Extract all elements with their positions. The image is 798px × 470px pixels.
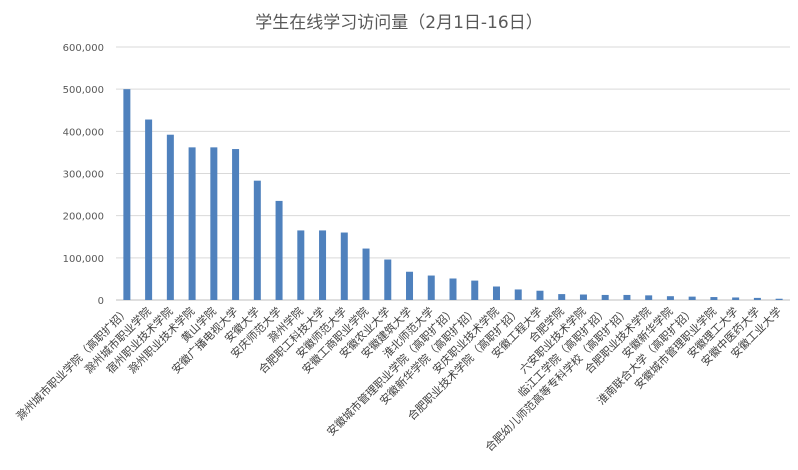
bar: [579, 294, 587, 300]
bar: [645, 295, 653, 300]
y-tick-label: 0: [98, 296, 104, 307]
y-tick-label: 200,000: [63, 212, 104, 223]
bar: [384, 259, 392, 300]
bar: [775, 298, 783, 300]
bar: [188, 147, 196, 300]
bar: [362, 248, 370, 300]
bar: [688, 296, 696, 300]
bar: [275, 200, 283, 300]
bar: [427, 275, 435, 300]
bar: [123, 89, 131, 301]
bar: [449, 278, 457, 300]
bar: [666, 296, 674, 300]
bar: [558, 294, 566, 300]
bar: [514, 289, 522, 300]
bar: [732, 297, 740, 300]
bar: [753, 297, 761, 300]
bar: [232, 149, 240, 300]
chart-title: 学生在线学习访问量（2月1日-16日）: [255, 13, 543, 33]
y-tick-label: 100,000: [63, 254, 104, 265]
bar: [319, 230, 327, 300]
y-tick-label: 300,000: [63, 170, 104, 181]
bar: [340, 232, 348, 300]
bar: [536, 290, 544, 300]
y-tick-label: 400,000: [63, 127, 104, 138]
bar: [471, 280, 479, 300]
bar: [492, 286, 500, 300]
bar: [601, 294, 609, 300]
bar: [166, 134, 174, 300]
bar: [406, 271, 414, 300]
y-tick-label: 600,000: [63, 43, 104, 54]
bar: [145, 119, 153, 300]
bar: [623, 294, 631, 300]
y-tick-label: 500,000: [63, 85, 104, 96]
bar: [253, 180, 261, 300]
bar: [710, 297, 718, 300]
bar: [210, 147, 218, 300]
bar: [297, 230, 305, 300]
